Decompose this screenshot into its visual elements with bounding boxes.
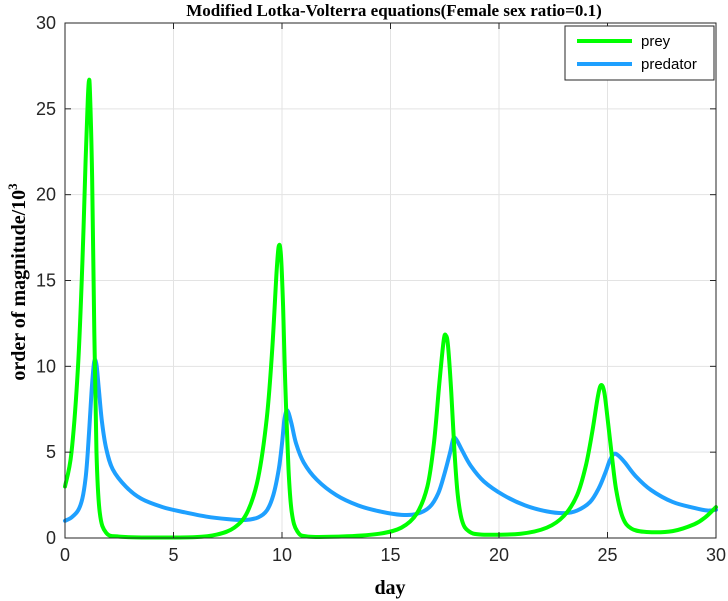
y-axis-label: order of magnitude/103 <box>5 183 30 381</box>
y-tick-label: 5 <box>46 442 56 462</box>
y-axis-label-base: order of magnitude/10 <box>8 190 30 381</box>
y-tick-label: 10 <box>36 356 56 376</box>
x-tick-label: 15 <box>380 545 400 565</box>
ticks: 0 5 10 15 20 25 30 0 5 10 15 20 25 30 <box>36 13 726 565</box>
legend: prey predator <box>564 25 715 81</box>
chart-title: Modified Lotka-Volterra equations(Female… <box>186 1 602 20</box>
y-tick-label: 20 <box>36 185 56 205</box>
legend-label-predator: predator <box>641 56 697 73</box>
y-tick-label: 0 <box>46 528 56 548</box>
y-axis-label-exponent: 3 <box>5 183 20 190</box>
legend-box <box>564 25 715 81</box>
x-tick-label: 0 <box>60 545 70 565</box>
plot-area: 0 5 10 15 20 25 30 0 5 10 15 20 25 30 <box>36 13 726 565</box>
x-tick-label: 10 <box>272 545 292 565</box>
x-tick-label: 25 <box>597 545 617 565</box>
series-lines <box>63 77 718 540</box>
series-line-prey <box>63 77 718 540</box>
x-axis-label: day <box>374 577 405 599</box>
x-tick-label: 5 <box>168 545 178 565</box>
y-tick-label: 15 <box>36 271 56 291</box>
y-tick-label: 25 <box>36 99 56 119</box>
y-tick-label: 30 <box>36 13 56 33</box>
series-line-predator <box>63 357 718 523</box>
legend-label-prey: prey <box>641 33 671 50</box>
x-tick-label: 20 <box>489 545 509 565</box>
x-tick-label: 30 <box>706 545 726 565</box>
